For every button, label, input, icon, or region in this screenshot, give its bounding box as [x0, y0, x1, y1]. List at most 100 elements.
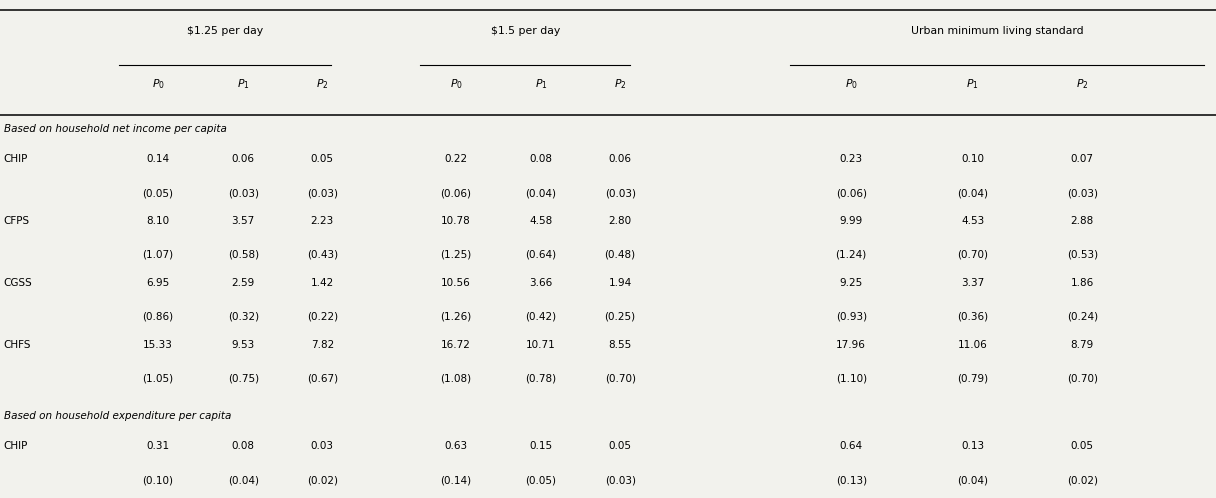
Text: (0.64): (0.64)	[525, 250, 557, 260]
Text: (0.58): (0.58)	[227, 250, 259, 260]
Text: 2.88: 2.88	[1070, 216, 1094, 226]
Text: 16.72: 16.72	[441, 340, 471, 350]
Text: (0.04): (0.04)	[957, 475, 989, 485]
Text: (0.53): (0.53)	[1066, 250, 1098, 260]
Text: (0.03): (0.03)	[306, 188, 338, 198]
Text: 8.10: 8.10	[146, 216, 170, 226]
Text: 9.25: 9.25	[839, 278, 863, 288]
Text: CFPS: CFPS	[4, 216, 29, 226]
Text: 4.58: 4.58	[529, 216, 553, 226]
Text: 11.06: 11.06	[958, 340, 987, 350]
Text: 2.23: 2.23	[310, 216, 334, 226]
Text: (1.26): (1.26)	[440, 312, 472, 322]
Text: Based on household expenditure per capita: Based on household expenditure per capit…	[4, 411, 231, 421]
Text: 0.64: 0.64	[839, 441, 863, 451]
Text: 8.55: 8.55	[608, 340, 632, 350]
Text: 3.37: 3.37	[961, 278, 985, 288]
Text: (0.70): (0.70)	[1066, 374, 1098, 383]
Text: 0.08: 0.08	[232, 441, 254, 451]
Text: 0.08: 0.08	[530, 154, 552, 164]
Text: (1.24): (1.24)	[835, 250, 867, 260]
Text: 9.99: 9.99	[839, 216, 863, 226]
Text: 0.05: 0.05	[609, 441, 631, 451]
Text: 0.14: 0.14	[146, 154, 170, 164]
Text: (0.03): (0.03)	[1066, 188, 1098, 198]
Text: CHIP: CHIP	[4, 154, 28, 164]
Text: (0.93): (0.93)	[835, 312, 867, 322]
Text: (0.25): (0.25)	[604, 312, 636, 322]
Text: 0.06: 0.06	[609, 154, 631, 164]
Text: (0.70): (0.70)	[604, 374, 636, 383]
Text: CGSS: CGSS	[4, 278, 33, 288]
Text: 0.15: 0.15	[529, 441, 553, 451]
Text: (0.02): (0.02)	[306, 475, 338, 485]
Text: (0.22): (0.22)	[306, 312, 338, 322]
Text: 1.42: 1.42	[310, 278, 334, 288]
Text: 0.03: 0.03	[311, 441, 333, 451]
Text: $P_1$: $P_1$	[237, 77, 249, 91]
Text: 1.94: 1.94	[608, 278, 632, 288]
Text: (0.36): (0.36)	[957, 312, 989, 322]
Text: $1.5 per day: $1.5 per day	[491, 26, 559, 36]
Text: 10.56: 10.56	[441, 278, 471, 288]
Text: $P_2$: $P_2$	[614, 77, 626, 91]
Text: 17.96: 17.96	[837, 340, 866, 350]
Text: 3.57: 3.57	[231, 216, 255, 226]
Text: (0.42): (0.42)	[525, 312, 557, 322]
Text: (1.07): (1.07)	[142, 250, 174, 260]
Text: CHFS: CHFS	[4, 340, 32, 350]
Text: (0.13): (0.13)	[835, 475, 867, 485]
Text: 0.05: 0.05	[1071, 441, 1093, 451]
Text: $P_2$: $P_2$	[316, 77, 328, 91]
Text: 1.86: 1.86	[1070, 278, 1094, 288]
Text: 0.07: 0.07	[1071, 154, 1093, 164]
Text: 3.66: 3.66	[529, 278, 553, 288]
Text: (0.48): (0.48)	[604, 250, 636, 260]
Text: (0.03): (0.03)	[227, 188, 259, 198]
Text: (1.08): (1.08)	[440, 374, 472, 383]
Text: (0.04): (0.04)	[227, 475, 259, 485]
Text: 2.59: 2.59	[231, 278, 255, 288]
Text: CHIP: CHIP	[4, 441, 28, 451]
Text: (0.79): (0.79)	[957, 374, 989, 383]
Text: (0.06): (0.06)	[835, 188, 867, 198]
Text: 6.95: 6.95	[146, 278, 170, 288]
Text: $P_0$: $P_0$	[152, 77, 164, 91]
Text: (0.06): (0.06)	[440, 188, 472, 198]
Text: (0.70): (0.70)	[957, 250, 989, 260]
Text: 15.33: 15.33	[143, 340, 173, 350]
Text: (0.10): (0.10)	[142, 475, 174, 485]
Text: (0.04): (0.04)	[957, 188, 989, 198]
Text: $1.25 per day: $1.25 per day	[187, 26, 263, 36]
Text: (0.14): (0.14)	[440, 475, 472, 485]
Text: 0.31: 0.31	[146, 441, 170, 451]
Text: (0.75): (0.75)	[227, 374, 259, 383]
Text: (0.43): (0.43)	[306, 250, 338, 260]
Text: 2.80: 2.80	[608, 216, 632, 226]
Text: 0.05: 0.05	[311, 154, 333, 164]
Text: 10.71: 10.71	[527, 340, 556, 350]
Text: (1.10): (1.10)	[835, 374, 867, 383]
Text: (0.67): (0.67)	[306, 374, 338, 383]
Text: (1.05): (1.05)	[142, 374, 174, 383]
Text: 7.82: 7.82	[310, 340, 334, 350]
Text: 0.22: 0.22	[444, 154, 468, 164]
Text: 0.13: 0.13	[961, 441, 985, 451]
Text: 4.53: 4.53	[961, 216, 985, 226]
Text: 8.79: 8.79	[1070, 340, 1094, 350]
Text: (0.03): (0.03)	[604, 188, 636, 198]
Text: (0.03): (0.03)	[604, 475, 636, 485]
Text: (0.24): (0.24)	[1066, 312, 1098, 322]
Text: (0.04): (0.04)	[525, 188, 557, 198]
Text: (0.02): (0.02)	[1066, 475, 1098, 485]
Text: 0.23: 0.23	[839, 154, 863, 164]
Text: 0.06: 0.06	[232, 154, 254, 164]
Text: $P_1$: $P_1$	[535, 77, 547, 91]
Text: $P_0$: $P_0$	[450, 77, 462, 91]
Text: (1.25): (1.25)	[440, 250, 472, 260]
Text: (0.86): (0.86)	[142, 312, 174, 322]
Text: (0.05): (0.05)	[142, 188, 174, 198]
Text: (0.78): (0.78)	[525, 374, 557, 383]
Text: 9.53: 9.53	[231, 340, 255, 350]
Text: 0.10: 0.10	[962, 154, 984, 164]
